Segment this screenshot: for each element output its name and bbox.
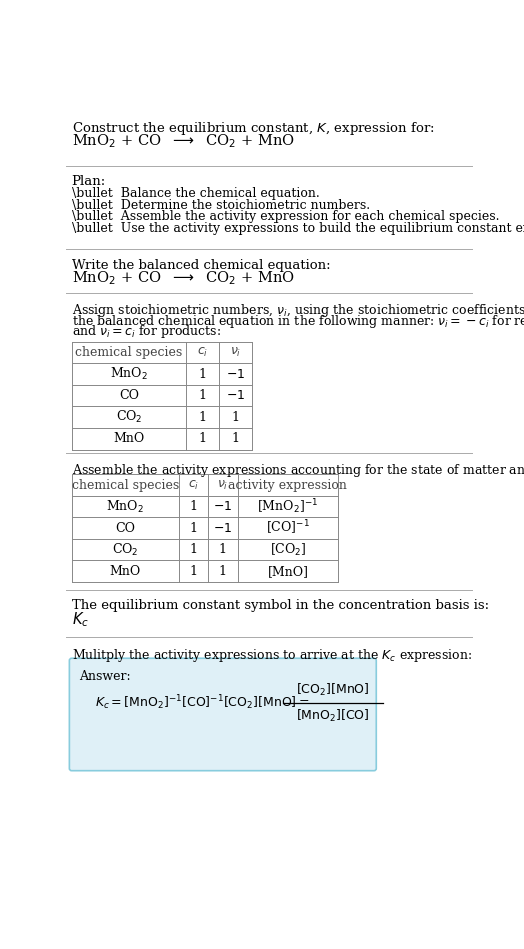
Text: \bullet  Balance the chemical equation.: \bullet Balance the chemical equation.: [72, 187, 320, 200]
Text: 1: 1: [199, 411, 206, 424]
Text: chemical species: chemical species: [72, 478, 179, 492]
Text: $-1$: $-1$: [213, 522, 233, 534]
Text: MnO$_2$: MnO$_2$: [106, 498, 144, 514]
Text: $\nu_i$: $\nu_i$: [230, 346, 241, 359]
Text: 1: 1: [189, 543, 198, 556]
Text: Mulitply the activity expressions to arrive at the $K_c$ expression:: Mulitply the activity expressions to arr…: [72, 646, 472, 663]
Text: and $\nu_i = c_i$ for products:: and $\nu_i = c_i$ for products:: [72, 324, 221, 341]
Text: $-1$: $-1$: [213, 500, 233, 513]
Text: $c_i$: $c_i$: [197, 346, 209, 359]
Text: [CO]$^{-1}$: [CO]$^{-1}$: [266, 519, 310, 537]
Text: MnO$_2$ + CO  $\longrightarrow$  CO$_2$ + MnO: MnO$_2$ + CO $\longrightarrow$ CO$_2$ + …: [72, 132, 294, 150]
Text: $[\mathrm{MnO_2}][\mathrm{CO}]$: $[\mathrm{MnO_2}][\mathrm{CO}]$: [296, 708, 369, 724]
Text: 1: 1: [189, 522, 198, 534]
Text: \bullet  Determine the stoichiometric numbers.: \bullet Determine the stoichiometric num…: [72, 198, 370, 212]
Text: \bullet  Use the activity expressions to build the equilibrium constant expressi: \bullet Use the activity expressions to …: [72, 222, 524, 234]
Text: Assign stoichiometric numbers, $\nu_i$, using the stoichiometric coefficients, $: Assign stoichiometric numbers, $\nu_i$, …: [72, 302, 524, 319]
Text: Write the balanced chemical equation:: Write the balanced chemical equation:: [72, 259, 330, 271]
Text: 1: 1: [189, 500, 198, 513]
Text: $[\mathrm{CO_2}][\mathrm{MnO}]$: $[\mathrm{CO_2}][\mathrm{MnO}]$: [296, 681, 369, 698]
Text: 1: 1: [231, 411, 239, 424]
Text: MnO: MnO: [110, 565, 141, 578]
Text: MnO: MnO: [113, 433, 145, 445]
Text: CO: CO: [119, 389, 139, 402]
FancyBboxPatch shape: [69, 659, 376, 771]
Text: Construct the equilibrium constant, $K$, expression for:: Construct the equilibrium constant, $K$,…: [72, 120, 434, 137]
Text: CO: CO: [115, 522, 135, 534]
Text: 1: 1: [199, 367, 206, 381]
Text: MnO$_2$ + CO  $\longrightarrow$  CO$_2$ + MnO: MnO$_2$ + CO $\longrightarrow$ CO$_2$ + …: [72, 270, 294, 288]
Text: The equilibrium constant symbol in the concentration basis is:: The equilibrium constant symbol in the c…: [72, 599, 489, 612]
Text: 1: 1: [219, 543, 227, 556]
Text: $\nu_i$: $\nu_i$: [217, 478, 228, 492]
Text: 1: 1: [199, 433, 206, 445]
Text: [MnO$_2$]$^{-1}$: [MnO$_2$]$^{-1}$: [257, 497, 319, 516]
Text: [MnO]: [MnO]: [267, 565, 309, 578]
Text: 1: 1: [189, 565, 198, 578]
Text: Answer:: Answer:: [80, 670, 131, 683]
Text: the balanced chemical equation in the following manner: $\nu_i = -c_i$ for react: the balanced chemical equation in the fo…: [72, 312, 524, 329]
Text: 1: 1: [219, 565, 227, 578]
Text: MnO$_2$: MnO$_2$: [110, 366, 148, 382]
Text: CO$_2$: CO$_2$: [112, 542, 138, 558]
Text: activity expression: activity expression: [228, 478, 347, 492]
Text: Plan:: Plan:: [72, 176, 106, 189]
Text: [CO$_2$]: [CO$_2$]: [270, 542, 306, 558]
Text: 1: 1: [199, 389, 206, 402]
Text: $c_i$: $c_i$: [188, 478, 199, 492]
Text: $K_c = [\mathrm{MnO_2}]^{-1} [\mathrm{CO}]^{-1} [\mathrm{CO_2}][\mathrm{MnO}] = : $K_c = [\mathrm{MnO_2}]^{-1} [\mathrm{CO…: [95, 694, 309, 713]
Text: \bullet  Assemble the activity expression for each chemical species.: \bullet Assemble the activity expression…: [72, 210, 499, 223]
Text: chemical species: chemical species: [75, 346, 183, 359]
Text: $-1$: $-1$: [226, 367, 245, 381]
Text: Assemble the activity expressions accounting for the state of matter and $\nu_i$: Assemble the activity expressions accoun…: [72, 462, 524, 479]
Text: CO$_2$: CO$_2$: [116, 409, 143, 425]
Text: $-1$: $-1$: [226, 389, 245, 402]
Text: $K_c$: $K_c$: [72, 610, 89, 629]
Text: 1: 1: [231, 433, 239, 445]
